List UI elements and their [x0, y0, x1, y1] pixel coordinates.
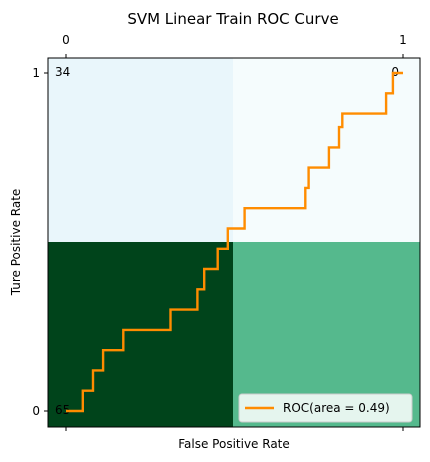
matrix-cell-top-left — [48, 58, 233, 242]
left-tick-0-label: 0 — [32, 404, 40, 418]
legend-box — [238, 393, 413, 423]
y-axis-label: Ture Positive Rate — [9, 189, 23, 297]
chart-title: SVM Linear Train ROC Curve — [127, 10, 338, 28]
top-tick-0-label: 0 — [62, 33, 70, 47]
left-tick-1-label: 1 — [32, 66, 40, 80]
matrix-cell-top-right — [233, 58, 420, 242]
plot-frame — [47, 57, 421, 428]
matrix-cell-bottom-left — [48, 242, 233, 427]
legend: ROC(area = 0.49) — [238, 393, 413, 423]
legend-label: ROC(area = 0.49) — [283, 401, 390, 415]
matrix-cell-label-top-left: 34 — [55, 65, 70, 79]
top-tick-1-label: 1 — [399, 33, 407, 47]
x-axis-label: False Positive Rate — [178, 437, 290, 451]
roc-curve-line — [66, 71, 403, 413]
matrix-cell-label-bottom-left: 65 — [55, 403, 70, 417]
